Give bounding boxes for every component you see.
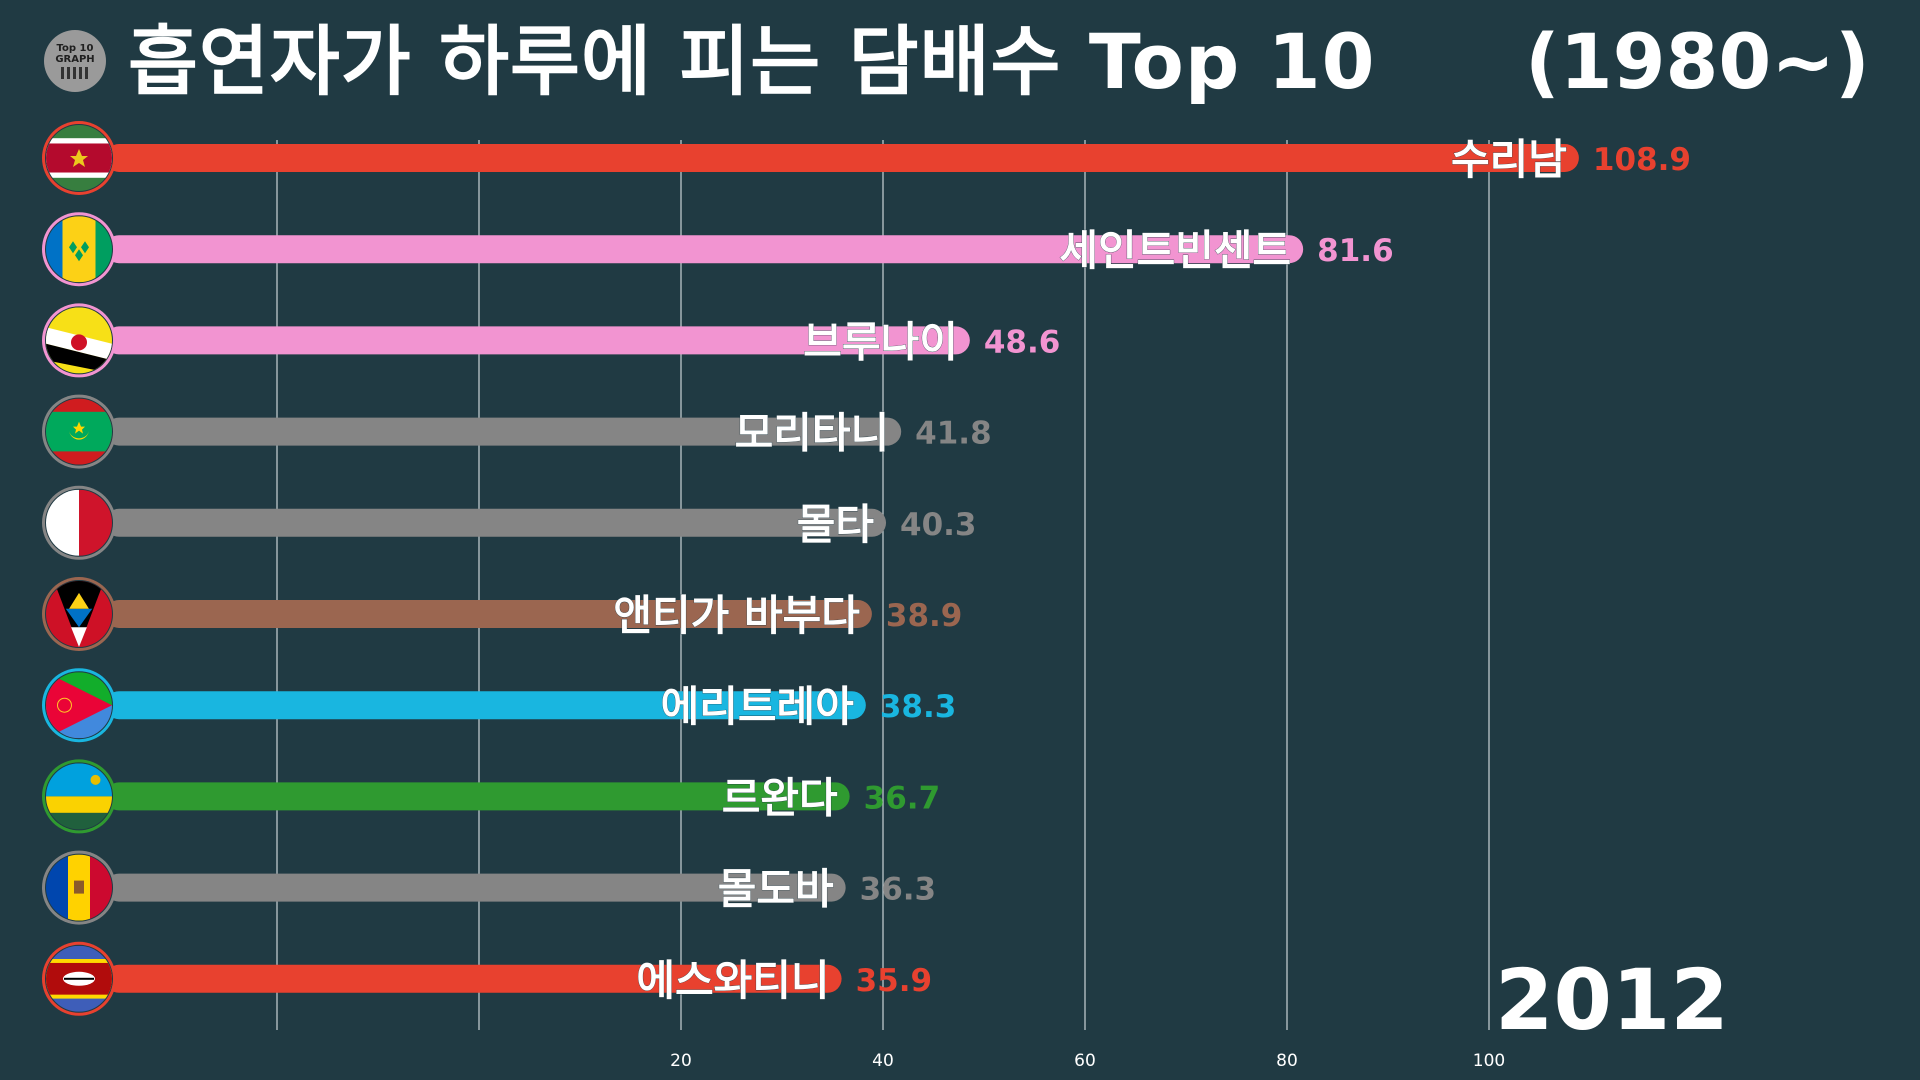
value-label: 108.9 bbox=[1593, 142, 1691, 178]
brunei-flag-icon bbox=[46, 307, 112, 374]
value-label: 35.9 bbox=[856, 963, 933, 999]
x-tick-label: 40 bbox=[872, 1051, 894, 1071]
x-tick-label: 80 bbox=[1276, 1051, 1298, 1071]
category-label: 르완다 bbox=[722, 773, 838, 822]
value-label: 48.6 bbox=[984, 324, 1061, 360]
x-tick-label: 60 bbox=[1074, 1051, 1096, 1071]
category-label: 에스와티니 bbox=[636, 956, 829, 1005]
bar bbox=[105, 326, 970, 355]
year-label: 2012 bbox=[1495, 951, 1729, 1049]
eritrea-flag-icon bbox=[46, 672, 112, 739]
category-label: 몰도바 bbox=[718, 865, 834, 914]
eswatini-flag-icon bbox=[46, 945, 112, 1012]
value-label: 36.3 bbox=[860, 872, 937, 908]
mauritania-flag-icon bbox=[46, 398, 112, 465]
category-label: 수리남 bbox=[1451, 135, 1567, 184]
category-label: 브루나이 bbox=[803, 317, 958, 366]
bar bbox=[105, 782, 850, 811]
category-label: 몰타 bbox=[797, 500, 875, 549]
rwanda-flag-icon bbox=[46, 763, 112, 830]
bar bbox=[105, 144, 1579, 172]
logo-line1: Top 10 bbox=[56, 43, 94, 54]
category-label: 앤티가 바부다 bbox=[613, 591, 860, 640]
bar bbox=[105, 235, 1304, 264]
bar bbox=[105, 508, 887, 537]
bar-chart-icon bbox=[61, 67, 89, 79]
value-label: 81.6 bbox=[1317, 233, 1394, 269]
moldova-flag-icon bbox=[46, 854, 112, 921]
x-tick-label: 20 bbox=[670, 1051, 692, 1071]
bar bbox=[105, 964, 842, 993]
antigua-barbuda-flag-icon bbox=[46, 581, 112, 647]
malta-flag-icon bbox=[46, 489, 112, 556]
value-label: 38.9 bbox=[886, 598, 963, 634]
period-label: (1980~) bbox=[1525, 17, 1870, 106]
bar bbox=[105, 873, 846, 902]
bar bbox=[105, 417, 902, 446]
category-label: 모리타니 bbox=[735, 409, 890, 458]
value-label: 38.3 bbox=[880, 689, 957, 725]
bar bbox=[105, 600, 872, 628]
suriname-flag-icon bbox=[46, 125, 112, 191]
value-label: 36.7 bbox=[864, 780, 941, 816]
bar bbox=[105, 691, 866, 720]
value-label: 40.3 bbox=[900, 507, 977, 543]
x-tick-label: 100 bbox=[1473, 1051, 1505, 1071]
value-label: 41.8 bbox=[915, 416, 992, 452]
category-label: 세인트빈센트 bbox=[1059, 226, 1291, 275]
saint-vincent-flag-icon bbox=[46, 216, 112, 283]
chart-title: 흡연자가 하루에 피는 담배수 Top 10 bbox=[128, 17, 1376, 106]
logo-line2: GRAPH bbox=[55, 54, 95, 65]
channel-logo: Top 10 GRAPH bbox=[44, 30, 106, 92]
category-label: 에리트레아 bbox=[661, 682, 855, 731]
